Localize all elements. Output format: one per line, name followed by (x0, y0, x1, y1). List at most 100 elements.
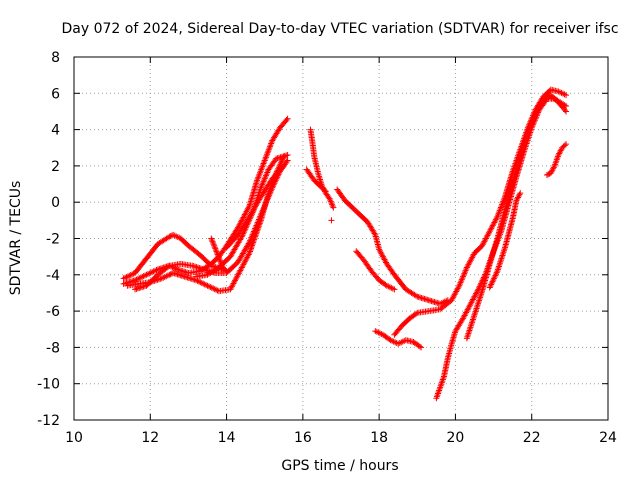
data-points (120, 86, 570, 402)
data-point (216, 255, 223, 262)
data-point (133, 276, 140, 283)
data-point (455, 284, 462, 291)
y-axis-label: SDTVAR / TECUs (8, 181, 24, 296)
data-point (214, 250, 221, 257)
data-point (256, 221, 263, 228)
y-tick-labels: -12 -10 -8 -6 -4 -2 0 2 4 6 8 (37, 50, 60, 429)
data-point (215, 252, 222, 259)
y-tick-label--8: -8 (46, 340, 60, 356)
data-point (249, 241, 256, 248)
data-point (412, 292, 419, 299)
data-point (132, 277, 139, 284)
data-point (150, 268, 157, 275)
x-tick-label-22: 22 (523, 430, 541, 446)
y-tick-label--10: -10 (37, 377, 60, 393)
chart-title: Day 072 of 2024, Sidereal Day-to-day VTE… (61, 21, 618, 37)
data-point (279, 164, 286, 171)
data-point (321, 187, 328, 194)
data-point (284, 115, 291, 122)
data-point (197, 279, 204, 286)
x-axis-label: GPS time / hours (281, 458, 398, 474)
data-point (256, 220, 263, 227)
data-point (238, 235, 245, 242)
x-tick-label-20: 20 (447, 430, 465, 446)
data-point (209, 238, 216, 245)
data-point (134, 275, 141, 282)
data-point (489, 278, 496, 285)
data-point (201, 281, 208, 288)
x-tick-label-10: 10 (65, 430, 83, 446)
data-point (212, 247, 219, 254)
x-tick-label-12: 12 (141, 430, 159, 446)
data-point (208, 235, 215, 242)
data-point (166, 233, 173, 240)
data-point (211, 244, 218, 251)
data-point (488, 280, 495, 287)
series-arc-17 (486, 190, 524, 291)
y-tick-label-2: 2 (51, 159, 60, 175)
data-point (254, 227, 261, 234)
series-arc-9 (303, 166, 329, 195)
data-point (322, 188, 329, 195)
data-point (254, 226, 261, 233)
data-point (251, 236, 258, 243)
data-point (212, 245, 219, 252)
data-point (146, 270, 153, 277)
y-tick-label--12: -12 (37, 413, 60, 429)
data-point (278, 159, 285, 166)
data-point (371, 230, 378, 237)
data-point (487, 283, 494, 290)
x-tick-label-18: 18 (370, 430, 388, 446)
data-point (210, 239, 217, 246)
data-point (250, 239, 257, 246)
data-point (213, 248, 220, 255)
data-point (561, 142, 568, 149)
data-point (122, 274, 129, 281)
data-point (211, 242, 218, 249)
data-point (214, 251, 221, 258)
data-point (153, 267, 160, 274)
data-point (210, 285, 217, 292)
x-tick-label-16: 16 (294, 430, 312, 446)
data-point (250, 238, 257, 245)
data-point (213, 286, 220, 293)
data-point (253, 230, 260, 237)
data-point (147, 269, 154, 276)
series-arc-6 (208, 235, 230, 275)
data-point (253, 229, 260, 236)
data-point (255, 224, 262, 231)
y-tick-label-4: 4 (51, 123, 60, 139)
data-point (137, 274, 144, 281)
data-point (563, 141, 570, 148)
data-point (280, 162, 287, 169)
data-point (283, 117, 290, 124)
data-point (249, 242, 256, 249)
data-point (391, 286, 398, 293)
data-point (211, 286, 218, 293)
data-point (413, 310, 420, 317)
data-point (207, 284, 214, 291)
data-point (545, 171, 552, 178)
series-arc-14 (391, 86, 570, 338)
data-point (200, 280, 207, 287)
data-point (140, 273, 147, 280)
data-point (251, 235, 258, 242)
series-arc-7 (223, 162, 287, 251)
data-point (210, 241, 217, 248)
data-point (129, 271, 136, 278)
series-arc-13 (372, 328, 425, 351)
tick-marks (73, 56, 609, 421)
series-arc-10 (334, 186, 451, 307)
series-arc-3 (124, 153, 287, 295)
data-point (493, 215, 500, 222)
y-tick-label-0: 0 (51, 195, 60, 211)
data-point (222, 266, 229, 273)
data-point (490, 275, 497, 282)
data-point (208, 236, 215, 243)
data-point (543, 171, 550, 178)
data-point (247, 247, 254, 254)
series-arc-12 (328, 217, 335, 224)
data-point (245, 251, 252, 258)
series-arc-1 (120, 231, 226, 282)
